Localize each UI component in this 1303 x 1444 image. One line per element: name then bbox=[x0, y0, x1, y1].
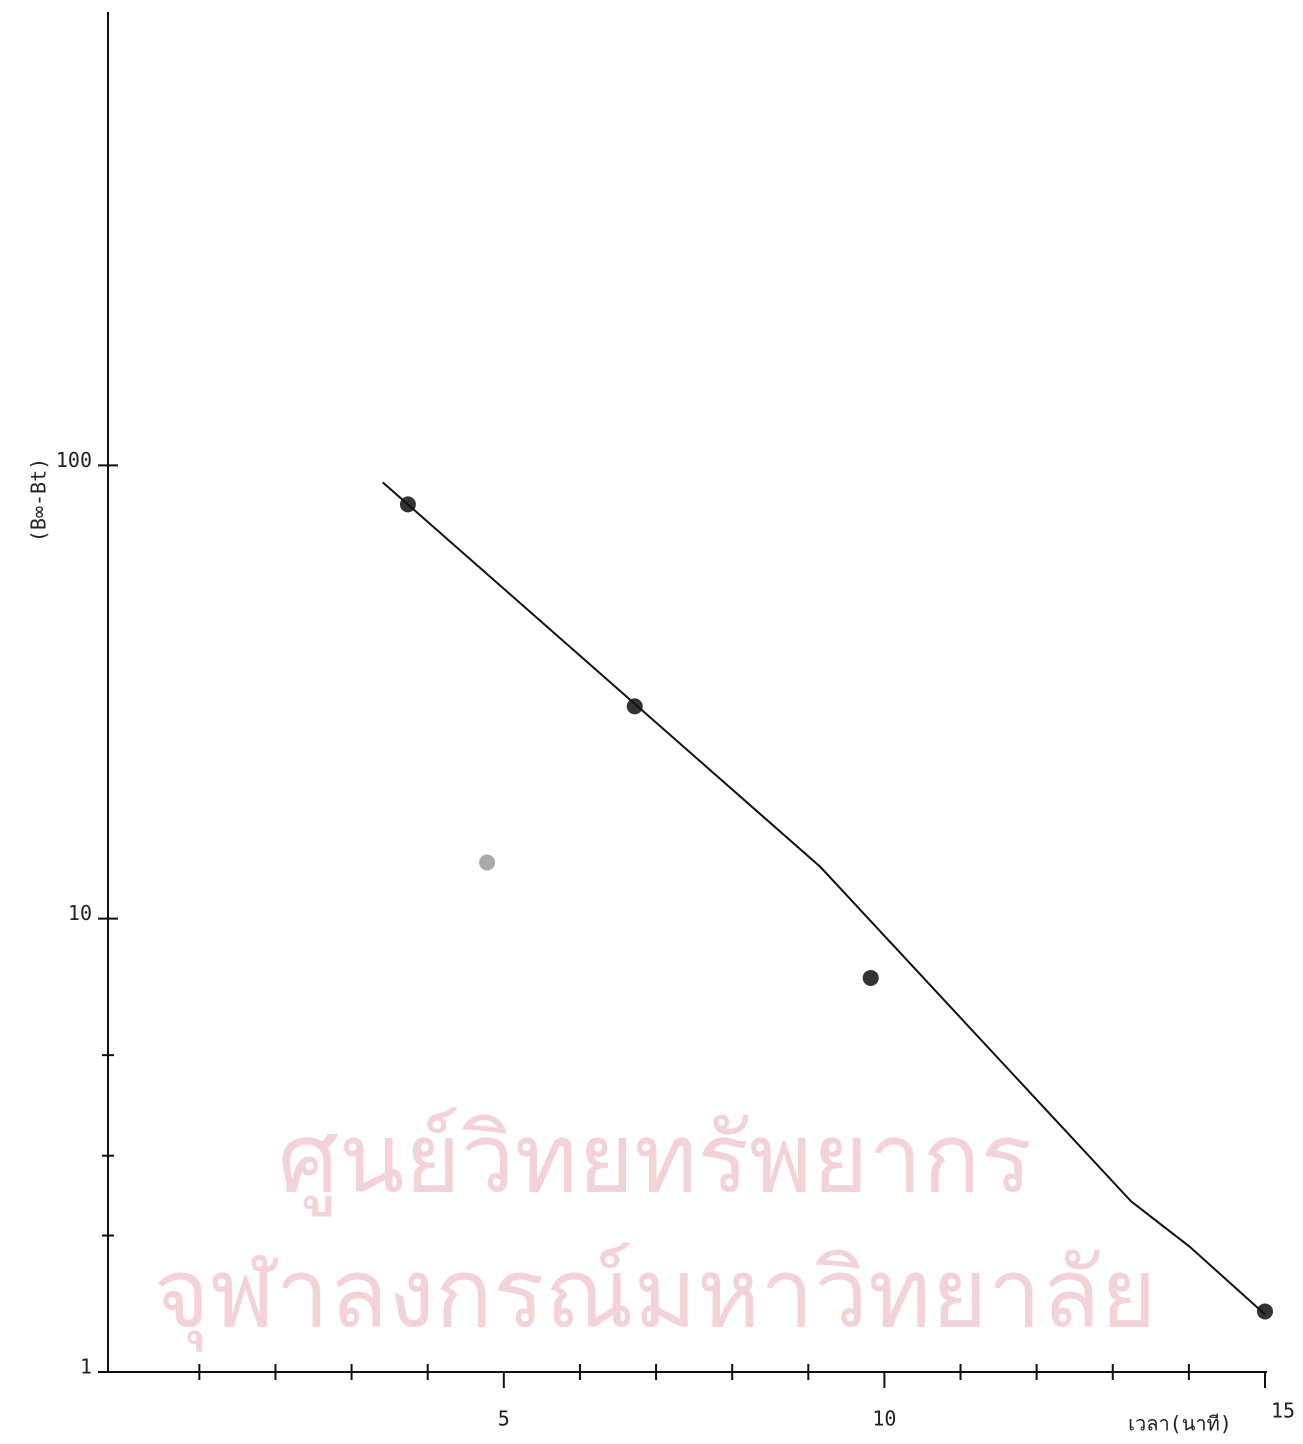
y-tick-label: 100 bbox=[56, 448, 92, 472]
data-point bbox=[863, 970, 879, 986]
watermark: ศูนย์วิทยทรัพยากร bbox=[278, 1102, 1032, 1216]
data-point bbox=[1257, 1303, 1273, 1319]
x-tick-label: 15 bbox=[1271, 1399, 1295, 1423]
watermark: จุฬาลงกรณ์มหาวิทยาลัย bbox=[153, 1237, 1156, 1352]
x-axis-label: เวลา(นาที) bbox=[1128, 1412, 1232, 1436]
chart: ศูนย์วิทยทรัพยากร จุฬาลงกรณ์มหาวิทยาลัย … bbox=[0, 0, 1303, 1444]
data-point bbox=[627, 698, 643, 714]
x-tick-label: 10 bbox=[872, 1407, 896, 1431]
data-point bbox=[479, 855, 495, 871]
y-axis-label: (B∞-Bt) bbox=[27, 458, 51, 542]
y-tick-label: 1 bbox=[80, 1355, 92, 1379]
x-tick-label: 5 bbox=[498, 1407, 510, 1431]
y-tick-label: 10 bbox=[68, 901, 92, 925]
